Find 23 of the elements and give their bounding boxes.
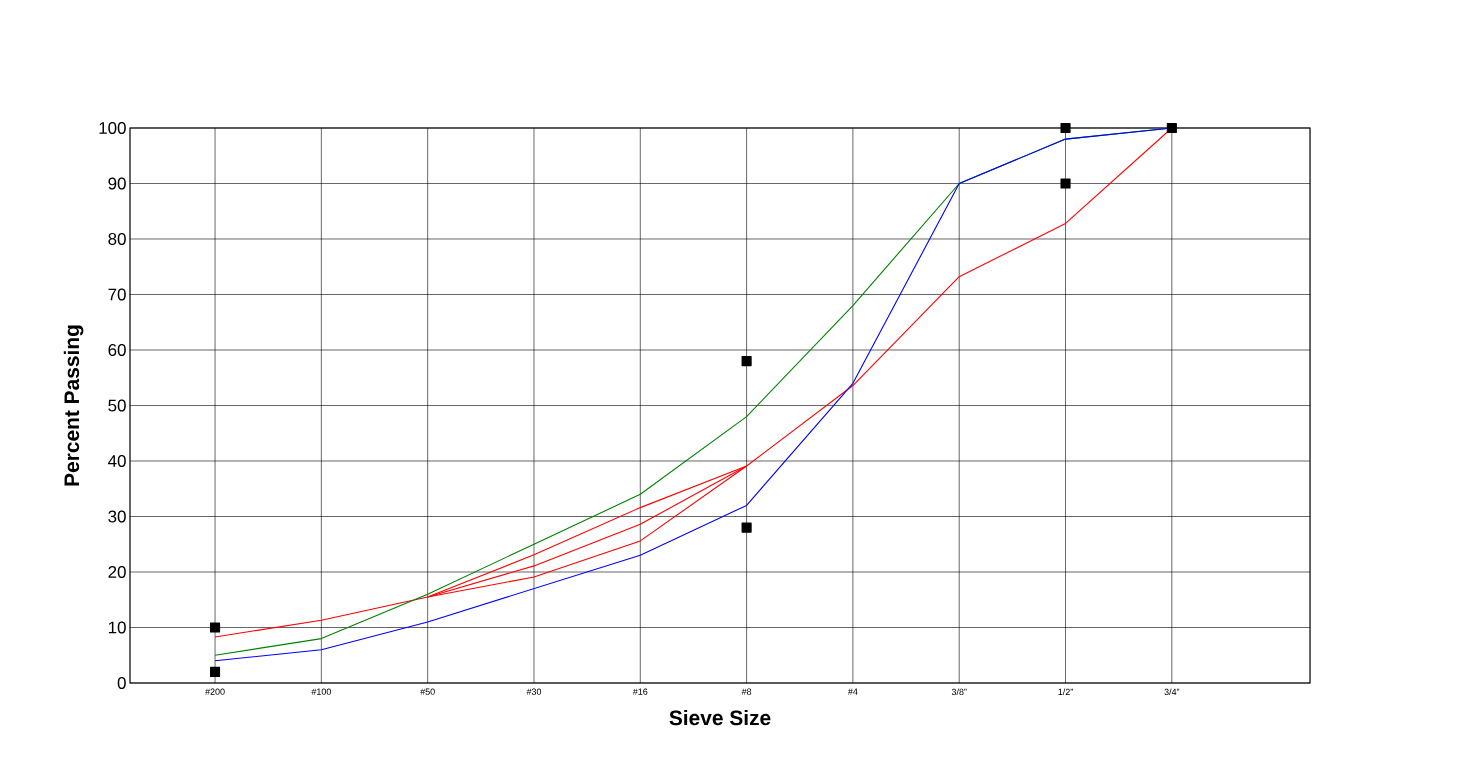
- x-tick-label: #16: [632, 688, 648, 695]
- y-tick-label: 100: [99, 122, 126, 134]
- x-tick-label: #100: [311, 688, 331, 695]
- x-tick-label: 3/4”: [1164, 688, 1180, 696]
- x-tick-label: #4: [847, 688, 858, 695]
- y-tick-label: 70: [108, 288, 126, 301]
- y-tick-label: 10: [108, 621, 126, 634]
- y-tick-label: 30: [108, 510, 126, 523]
- y-tick-label: 0: [117, 677, 126, 689]
- y-tick-label: 80: [108, 233, 126, 245]
- y-tick-label: 60: [108, 344, 126, 356]
- x-tick-label: 3/8”: [951, 688, 967, 696]
- x-tick-label: #50: [420, 688, 435, 695]
- y-tick-label: 50: [108, 399, 126, 412]
- y-tick-label: 20: [108, 566, 126, 578]
- y-tick-label: 90: [108, 177, 126, 190]
- y-tick-label: 40: [108, 455, 126, 467]
- x-tick-label: #200: [205, 688, 225, 695]
- x-tick-label: #30: [526, 688, 542, 695]
- y-axis-title: Percent Passing: [63, 325, 84, 486]
- x-tick-label: 1/2”: [1058, 688, 1073, 696]
- x-tick-label: #8: [741, 688, 752, 695]
- x-axis-title: Sieve Size: [669, 709, 771, 726]
